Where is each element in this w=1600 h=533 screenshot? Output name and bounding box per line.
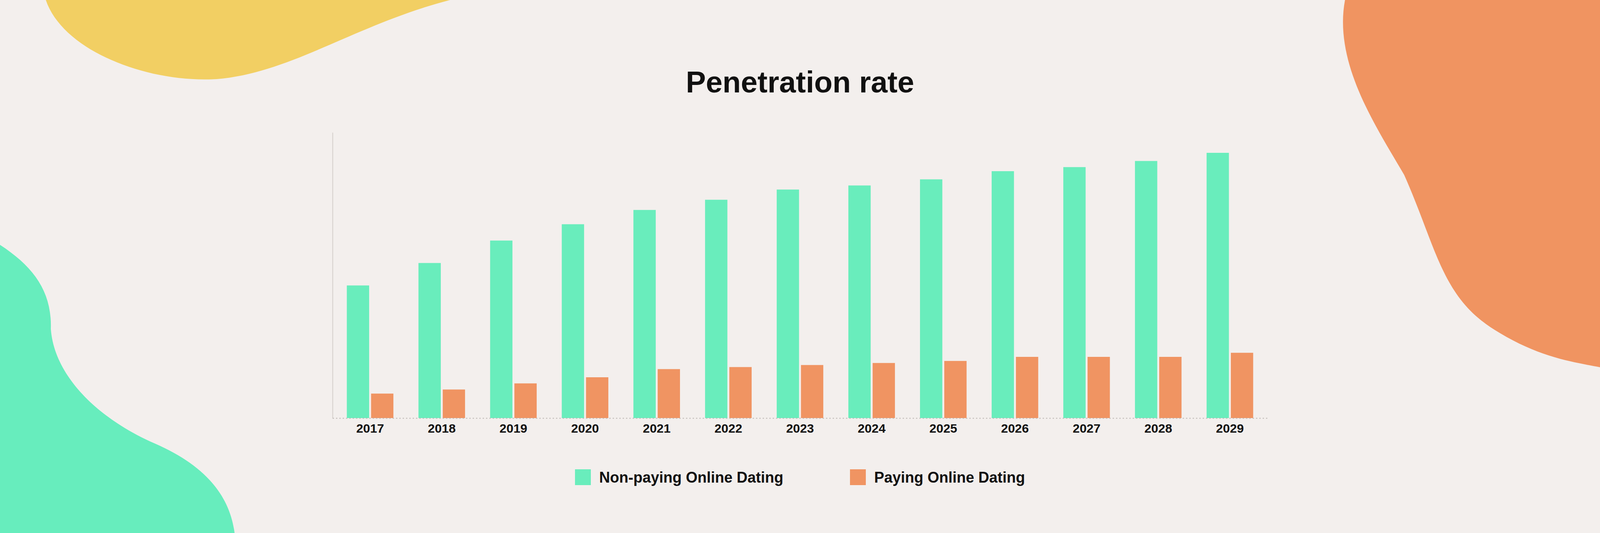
- bar: [346, 285, 370, 419]
- x-tick-label: 2021: [642, 421, 671, 436]
- bar: [657, 369, 680, 419]
- x-tick: 2027: [1072, 418, 1101, 436]
- bar: [705, 200, 728, 419]
- bar: [442, 389, 466, 419]
- x-tick-label: 2024: [857, 421, 886, 436]
- x-tick-label: 2019: [499, 421, 528, 436]
- bar: [776, 189, 800, 419]
- bar: [1087, 357, 1110, 419]
- bar: [371, 393, 394, 419]
- x-tick-label: 2023: [786, 421, 815, 436]
- x-tick: 2018: [427, 418, 456, 436]
- x-tick: 2021: [642, 418, 671, 436]
- x-tick: 2025: [929, 418, 958, 436]
- bar: [514, 383, 538, 419]
- legend: Non-paying Online Dating Paying Online Da…: [575, 469, 1025, 487]
- x-tick-label: 2018: [427, 421, 456, 436]
- blob-yellow: [45, 0, 450, 80]
- bars: [346, 152, 1253, 419]
- legend-item: Paying Online Dating: [850, 469, 1025, 487]
- x-tick: 2022: [714, 418, 743, 436]
- bar: [585, 377, 609, 419]
- x-tick-label: 2026: [1000, 421, 1029, 436]
- x-tick-label: 2022: [714, 421, 743, 436]
- blob-orange: [1342, 0, 1600, 368]
- x-tick-label: 2027: [1072, 421, 1101, 436]
- x-tick: 2028: [1144, 418, 1173, 436]
- bar: [872, 363, 895, 419]
- legend-label: Non-paying Online Dating: [599, 469, 784, 487]
- chart: Penetration rate 2017 2018 2019 2020 2021 2022…: [0, 0, 1600, 533]
- bar: [1135, 161, 1158, 419]
- bar: [490, 240, 513, 419]
- bar: [1230, 352, 1254, 419]
- bar: [729, 367, 752, 419]
- x-tick: 2026: [1000, 418, 1029, 436]
- x-tick: 2023: [786, 418, 815, 436]
- bar: [920, 179, 943, 419]
- x-tick: 2017: [356, 418, 385, 436]
- title: Penetration rate: [685, 65, 915, 99]
- x-tick-label: 2025: [929, 421, 958, 436]
- bar: [944, 361, 967, 419]
- bar: [561, 224, 585, 419]
- x-axis: 2017 2018 2019 2020 2021 2022 2023 2024 2025 2026…: [332, 418, 1268, 436]
- bar: [633, 210, 656, 419]
- background: [0, 0, 1600, 533]
- x-tick: 2020: [571, 418, 600, 436]
- legend-swatch: [575, 469, 591, 486]
- x-tick-label: 2028: [1144, 421, 1173, 436]
- bar: [1159, 357, 1182, 419]
- x-tick-label: 2029: [1215, 421, 1244, 436]
- x-tick: 2024: [857, 418, 886, 436]
- legend-swatch: [850, 469, 866, 486]
- bar: [418, 263, 441, 419]
- x-tick: 2029: [1215, 418, 1244, 436]
- x-tick-label: 2020: [571, 421, 600, 436]
- bar: [1015, 357, 1039, 419]
- legend-item: Non-paying Online Dating: [575, 469, 784, 487]
- legend-label: Paying Online Dating: [874, 469, 1025, 487]
- bar: [1206, 152, 1230, 419]
- bar: [1063, 167, 1086, 419]
- x-tick: 2019: [499, 418, 528, 436]
- bar: [848, 185, 871, 419]
- bar: [991, 171, 1015, 419]
- x-tick-label: 2017: [356, 421, 385, 436]
- x-axis-line: [332, 418, 1268, 420]
- blob-green: [0, 245, 235, 533]
- bar: [800, 365, 824, 419]
- y-axis-line: [332, 132, 334, 419]
- y-axis: [332, 132, 333, 419]
